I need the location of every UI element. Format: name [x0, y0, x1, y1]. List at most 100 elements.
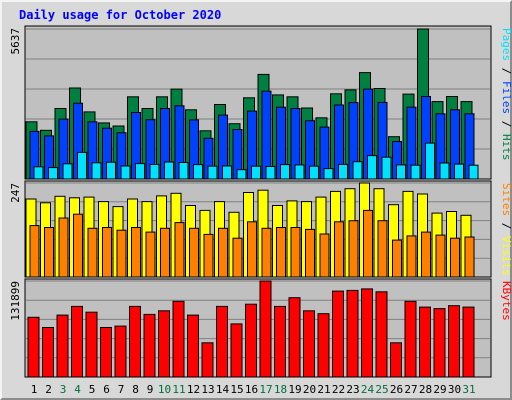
legend-entry: /: [500, 61, 512, 81]
bar-kbytes-day-3: [56, 314, 69, 378]
chart-title: Daily usage for October 2020: [19, 8, 221, 22]
bar-pages-day-25: [381, 156, 392, 180]
bar-pages-day-22: [338, 163, 348, 180]
bar-kbytes-day-5: [85, 311, 98, 378]
bar-pages-day-20: [309, 165, 319, 180]
bar-sites-day-25: [377, 220, 388, 278]
x-tick-label: 18: [274, 383, 287, 396]
bar-kbytes-day-17: [259, 280, 272, 378]
x-tick-label: 10: [158, 383, 171, 396]
bar-kbytes-day-28: [419, 306, 431, 378]
x-tick-label: 14: [216, 383, 230, 396]
legend-entry: Files: [500, 81, 512, 114]
bar-files-day-17: [261, 90, 272, 180]
bar-kbytes-day-9: [143, 313, 156, 378]
bar-sites-day-13: [203, 233, 214, 278]
x-tick-label: 29: [433, 383, 446, 396]
bar-sites-day-4: [73, 213, 83, 278]
bar-kbytes-day-22: [332, 290, 344, 378]
bar-sites-day-24: [363, 209, 373, 278]
bar-sites-day-18: [276, 227, 286, 278]
x-tick-label: 8: [132, 383, 139, 396]
x-tick-label: 16: [245, 383, 258, 396]
bar-sites-day-28: [421, 231, 431, 278]
x-tick-label: 19: [288, 383, 301, 396]
bar-sites-day-8: [131, 227, 141, 278]
x-tick-label: 15: [230, 383, 243, 396]
bar-kbytes-day-23: [346, 289, 359, 378]
x-tick-label: 27: [404, 383, 417, 396]
bar-pages-day-2: [48, 167, 58, 180]
bar-kbytes-day-12: [187, 314, 199, 378]
legend-hits-files-pages: Pages / Files / Hits: [500, 28, 512, 161]
bar-pages-day-13: [207, 165, 218, 180]
bar-pages-day-4: [77, 151, 87, 180]
bar-kbytes-day-24: [361, 288, 373, 378]
bar-kbytes-day-1: [27, 316, 40, 378]
bar-kbytes-day-8: [129, 305, 141, 378]
x-tick-label: 24: [361, 383, 375, 396]
bar-pages-day-11: [178, 162, 189, 180]
x-tick-label: 22: [332, 383, 345, 396]
x-tick-label: 6: [103, 383, 110, 396]
x-tick-label: 1: [31, 383, 38, 396]
bar-sites-day-31: [464, 236, 475, 278]
bar-kbytes-day-31: [462, 306, 475, 378]
x-tick-label: 11: [172, 383, 185, 396]
bar-pages-day-9: [149, 163, 160, 180]
bar-sites-day-6: [102, 227, 112, 278]
bar-kbytes-day-4: [71, 305, 83, 378]
bar-kbytes-day-7: [114, 325, 127, 378]
bar-kbytes-day-25: [375, 291, 388, 378]
bar-kbytes-day-30: [448, 305, 460, 378]
bar-sites-day-9: [145, 231, 156, 278]
y-max-label-visits-sites: 247: [9, 183, 22, 203]
bar-pages-day-17: [265, 166, 276, 180]
bar-kbytes-day-6: [100, 327, 112, 378]
x-tick-label: 9: [147, 383, 154, 396]
bar-sites-day-17: [261, 227, 272, 278]
bar-kbytes-day-19: [288, 297, 301, 378]
x-tick-label: 25: [375, 383, 388, 396]
bar-kbytes-day-16: [245, 303, 257, 378]
legend-entry: Sites: [500, 183, 512, 216]
bar-sites-day-3: [58, 217, 69, 278]
chart-panels: 5637 Pages / Files / Hits 247 Sites / Visit…: [9, 25, 512, 396]
bar-kbytes-day-2: [42, 327, 54, 378]
x-tick-label: 12: [187, 383, 200, 396]
y-max-label-hits-files-pages: 5637: [9, 28, 22, 55]
x-tick-label: 31: [462, 383, 475, 396]
x-tick-label: 4: [74, 383, 81, 396]
bar-kbytes-day-20: [303, 310, 315, 378]
bar-sites-day-29: [435, 234, 446, 278]
bar-sites-day-26: [392, 239, 402, 278]
x-tick-label: 23: [346, 383, 359, 396]
x-tick-label: 5: [89, 383, 96, 396]
bar-sites-day-5: [87, 227, 98, 278]
x-tick-label: 3: [60, 383, 67, 396]
bar-sites-day-20: [305, 228, 315, 278]
bar-sites-day-2: [44, 227, 54, 278]
legend-entry: KBytes: [500, 281, 512, 321]
bar-kbytes-day-21: [317, 313, 330, 378]
bar-pages-day-1: [33, 166, 44, 180]
bar-pages-day-26: [396, 164, 406, 180]
bar-sites-day-27: [406, 235, 417, 278]
x-tick-label: 17: [259, 383, 272, 396]
bar-pages-day-14: [222, 165, 232, 180]
bar-sites-day-15: [232, 237, 243, 278]
bar-kbytes-day-13: [201, 342, 214, 378]
legend-kbytes: KBytes: [500, 281, 512, 321]
bar-sites-day-22: [334, 221, 344, 278]
bar-pages-day-18: [280, 164, 290, 180]
x-tick-label: 13: [201, 383, 214, 396]
legend-entry: Pages: [500, 28, 512, 61]
bar-kbytes-day-15: [230, 323, 243, 378]
x-tick-label: 30: [448, 383, 461, 396]
bar-pages-day-31: [468, 164, 479, 180]
bar-kbytes-day-11: [172, 300, 185, 378]
x-tick-label: 26: [390, 383, 403, 396]
bar-sites-day-23: [348, 220, 359, 278]
legend-entry: Visits: [500, 236, 512, 276]
